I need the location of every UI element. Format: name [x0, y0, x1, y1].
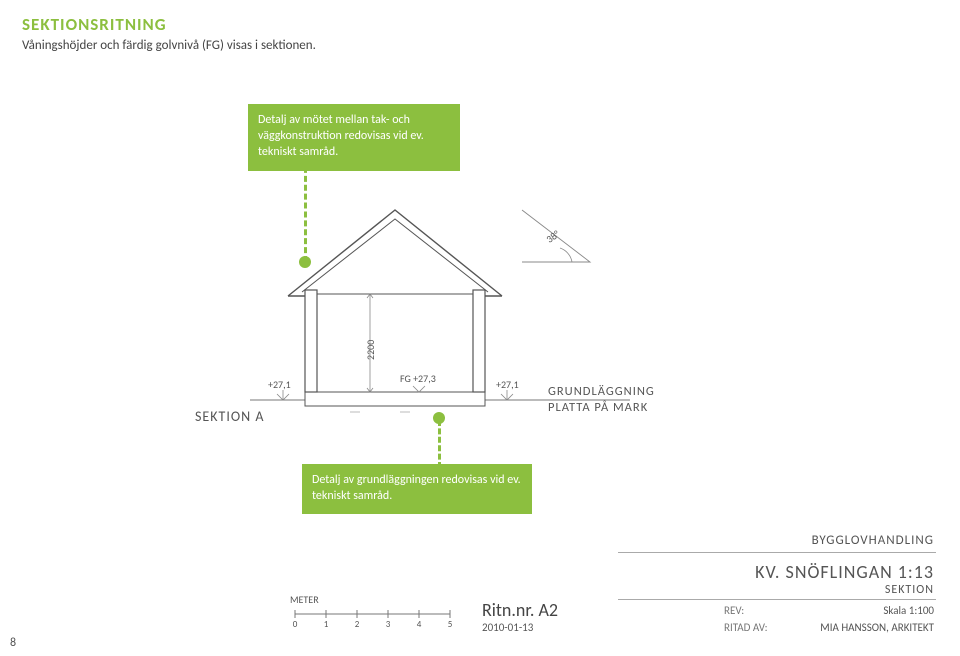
page-title: SEKTIONSRITNING [22, 14, 167, 35]
scale-bar: METER 0 1 2 3 4 5 [290, 593, 460, 628]
scale: Skala 1:100 [796, 604, 934, 617]
ground-line2: PLATTA PÅ MARK [548, 400, 655, 416]
drawing-date: 2010-01-13 [482, 621, 558, 634]
page-number: 8 [10, 636, 16, 650]
ground-line1: GRUNDLÄGGNING [548, 384, 655, 400]
page-subtitle: Våningshöjder och färdig golvnivå (FG) v… [22, 38, 316, 53]
section-label: SEKTION A [195, 408, 264, 425]
drawnby-label: RITAD AV: [724, 621, 784, 634]
tick-1: 1 [324, 619, 329, 628]
level-right: +27,1 [496, 378, 519, 391]
tick-3: 3 [386, 619, 391, 628]
title-block: BYGGLOVHANDLING KV. SNÖFLINGAN 1:13 SEKT… [618, 529, 936, 638]
tick-2: 2 [355, 619, 360, 628]
tick-4: 4 [417, 619, 422, 628]
ground-label: GRUNDLÄGGNING PLATTA PÅ MARK [548, 384, 655, 417]
level-fg: FG +27,3 [400, 372, 436, 385]
tick-0: 0 [293, 619, 298, 628]
drawing-number-block: Ritn.nr. A2 2010-01-13 [482, 599, 558, 634]
callout-top: Detalj av mötet mellan tak- och väggkons… [248, 104, 460, 171]
drawing-number: Ritn.nr. A2 [482, 599, 558, 621]
handling-label: BYGGLOVHANDLING [618, 529, 936, 552]
tick-5: 5 [448, 619, 453, 628]
scalebar-label: METER [290, 593, 460, 606]
drawing-type: SEKTION [620, 583, 934, 597]
rev-label: REV: [724, 604, 784, 617]
drawnby: MIA HANSSON, ARKITEKT [796, 621, 934, 634]
callout-bottom: Detalj av grundläggningen redovisas vid … [302, 464, 532, 514]
level-left: +27,1 [268, 378, 291, 391]
project-name: KV. SNÖFLINGAN 1:13 [620, 561, 934, 583]
dim-height: 2200 [364, 340, 377, 360]
